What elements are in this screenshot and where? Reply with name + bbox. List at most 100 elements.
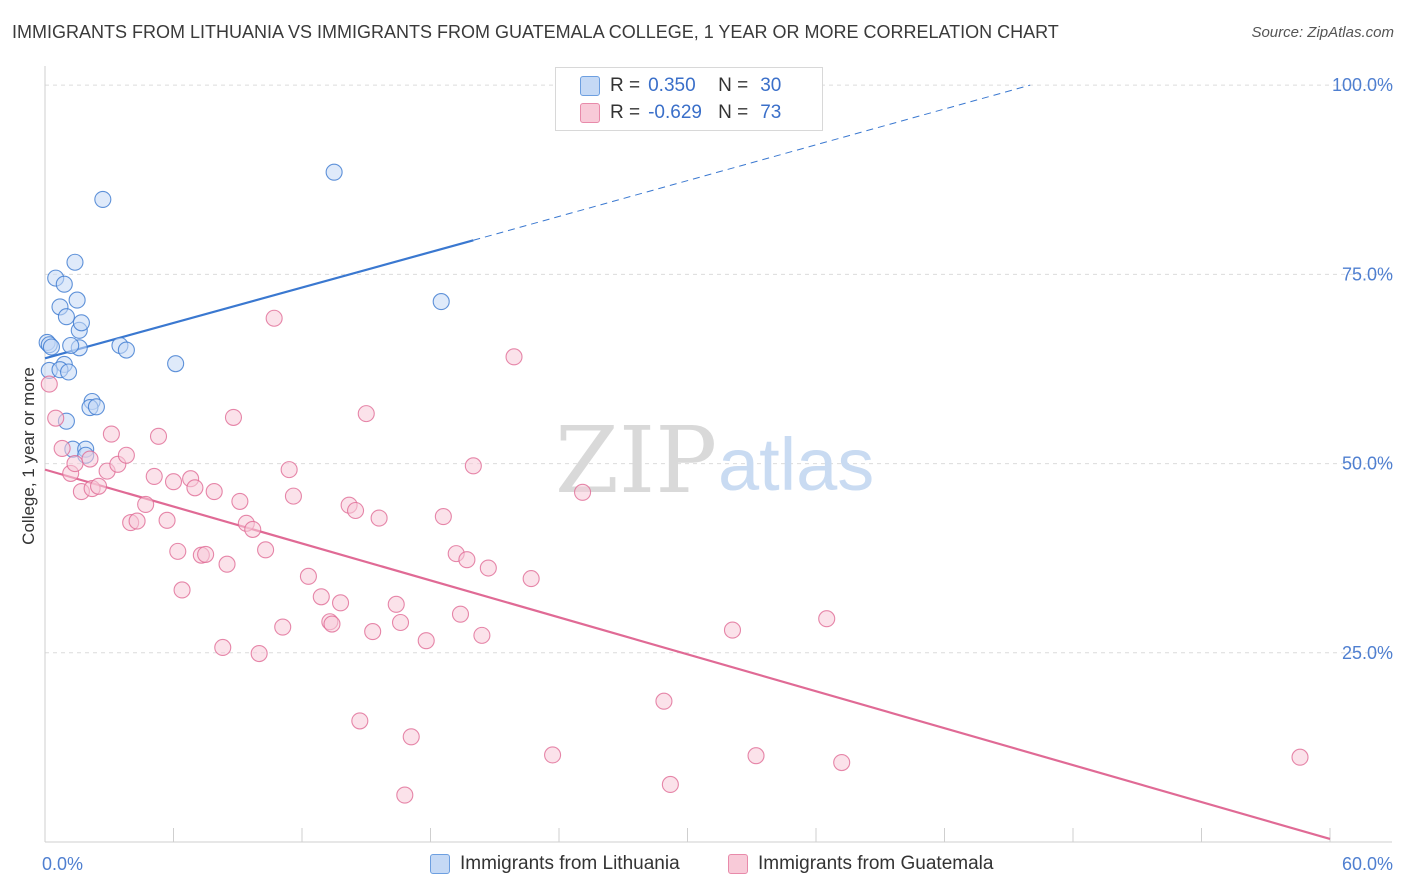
guatemala-point xyxy=(218,555,236,573)
guatemala-point xyxy=(205,483,223,501)
n-value: 73 xyxy=(760,102,782,123)
n-label: N = xyxy=(718,102,749,123)
lithuania-point xyxy=(62,336,80,355)
guatemala-point xyxy=(387,595,405,613)
axes xyxy=(44,66,1392,843)
legend-row-lithuania: R = 0.350 N = 30 xyxy=(580,74,781,98)
lithuania-point xyxy=(167,355,185,373)
gridlines xyxy=(45,84,1392,654)
data-points xyxy=(38,163,1309,804)
lithuania-swatch xyxy=(580,76,600,96)
guatemala-point xyxy=(197,545,215,563)
lithuania-point xyxy=(42,338,60,356)
guatemala-point xyxy=(723,621,742,639)
lithuania-point xyxy=(94,190,112,208)
guatemala-point xyxy=(479,559,497,577)
guatemala-point xyxy=(661,775,679,794)
guatemala-point xyxy=(250,644,268,663)
guatemala-point xyxy=(81,450,99,468)
guatemala-point xyxy=(231,492,249,510)
guatemala-point xyxy=(280,461,298,479)
guatemala-swatch xyxy=(580,103,600,123)
guatemala-point xyxy=(346,501,365,520)
guatemala-point xyxy=(312,588,330,606)
guatemala-point xyxy=(265,309,283,327)
guatemala-point xyxy=(544,746,562,764)
guatemala-point xyxy=(117,446,135,464)
guatemala-point xyxy=(364,623,382,641)
guatemala-point xyxy=(747,747,765,765)
guatemala-point xyxy=(214,638,232,657)
lithuania-point xyxy=(68,291,86,309)
guatemala-point xyxy=(40,375,58,393)
r-value: 0.350 xyxy=(648,75,696,96)
guatemala-point xyxy=(655,692,673,710)
guatemala-point xyxy=(351,712,369,730)
guatemala-point xyxy=(128,512,146,530)
series-legend-lithuania: Immigrants from Lithuania xyxy=(430,852,680,876)
guatemala-point xyxy=(244,520,262,538)
guatemala-point xyxy=(284,487,302,505)
guatemala-point xyxy=(505,348,523,366)
guatemala-point xyxy=(224,408,243,426)
guatemala-point xyxy=(357,405,375,423)
guatemala-point xyxy=(137,495,155,513)
chart-source: Source: ZipAtlas.com xyxy=(1251,24,1394,41)
guatemala-point xyxy=(417,632,435,650)
lithuania-point xyxy=(72,314,90,332)
guatemala-point xyxy=(1291,748,1309,766)
guatemala-point xyxy=(164,473,183,491)
guatemala-point xyxy=(396,786,414,804)
guatemala-point xyxy=(149,427,168,445)
guatemala-point xyxy=(299,567,317,585)
chart-title: IMMIGRANTS FROM LITHUANIA VS IMMIGRANTS … xyxy=(12,22,1059,42)
guatemala-point xyxy=(818,610,836,628)
lithuania-point xyxy=(66,253,84,271)
lithuania-point xyxy=(57,308,75,326)
correlation-legend: R = 0.350 N = 30 R = -0.629 N = 73 xyxy=(555,67,823,131)
guatemala-point xyxy=(145,467,163,485)
guatemala-point xyxy=(391,613,410,632)
guatemala-legend-swatch xyxy=(728,854,748,874)
guatemala-point xyxy=(186,479,204,497)
guatemala-point xyxy=(331,594,350,612)
guatemala-point xyxy=(89,477,108,495)
guatemala-point xyxy=(47,409,65,427)
x-tick-labels: 0.0% 60.0% xyxy=(42,854,1393,874)
watermark-atlas: atlas xyxy=(718,423,874,506)
guatemala-point xyxy=(451,605,470,623)
guatemala-point xyxy=(323,615,341,633)
lithuania-legend-swatch xyxy=(430,854,450,874)
guatemala-point xyxy=(102,425,120,443)
lithuania-trend-extension xyxy=(473,84,1031,241)
n-label: N = xyxy=(718,75,749,96)
r-value: -0.629 xyxy=(648,102,702,123)
guatemala-point xyxy=(173,581,191,599)
guatemala-point xyxy=(257,541,275,559)
n-value: 30 xyxy=(760,75,782,96)
guatemala-point xyxy=(434,507,452,526)
guatemala-point xyxy=(458,551,476,569)
lithuania-trend-line xyxy=(44,239,474,360)
guatemala-point xyxy=(53,439,71,457)
guatemala-point xyxy=(370,509,388,527)
legend-row-guatemala: R = -0.629 N = 73 xyxy=(580,101,781,125)
guatemala-point xyxy=(473,626,491,644)
x-tick-label: 60.0% xyxy=(1342,854,1393,874)
lithuania-point xyxy=(117,341,135,359)
x-tick-label: 0.0% xyxy=(42,854,83,874)
lithuania-point xyxy=(432,293,450,311)
r-label: R = xyxy=(610,75,641,96)
guatemala-point xyxy=(66,455,84,473)
y-tick-labels: 25.0% 50.0% 75.0% 100.0% xyxy=(1332,75,1393,663)
guatemala-point xyxy=(158,511,176,529)
series-legend-guatemala: Immigrants from Guatemala xyxy=(728,852,993,876)
watermark: ZIP atlas xyxy=(555,407,874,514)
y-tick-label: 75.0% xyxy=(1342,264,1393,284)
guatemala-legend-label: Immigrants from Guatemala xyxy=(758,853,994,874)
guatemala-point xyxy=(464,457,482,475)
r-label: R = xyxy=(610,102,641,123)
guatemala-point xyxy=(833,753,851,772)
guatemala-point xyxy=(574,483,592,501)
